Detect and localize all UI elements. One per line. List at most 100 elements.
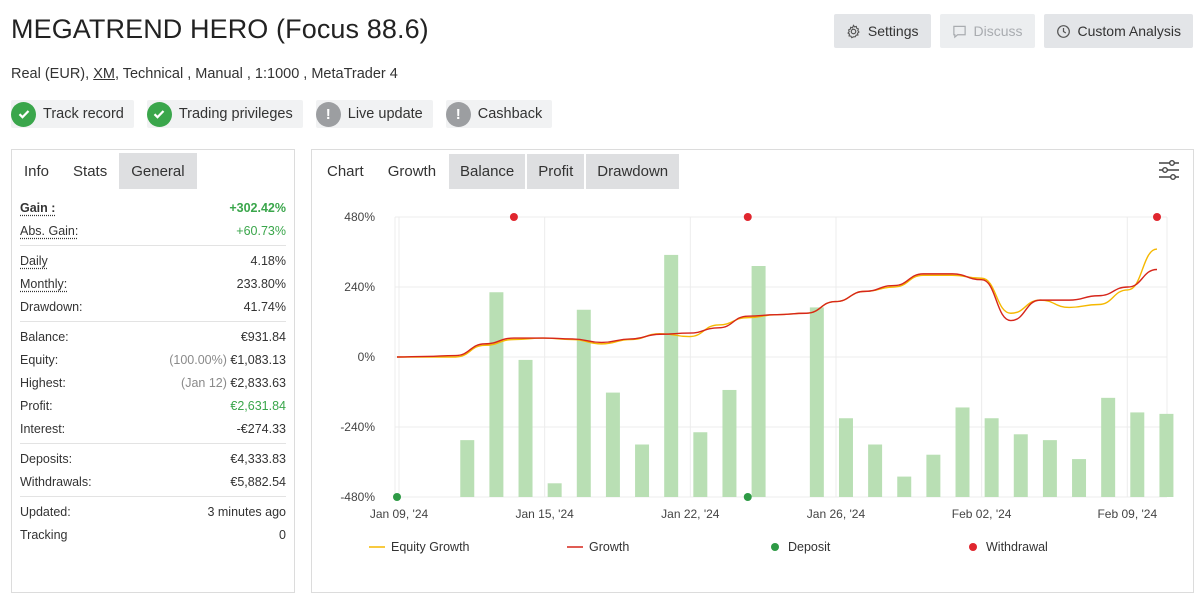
stat-label: Withdrawals: xyxy=(20,474,92,489)
divider xyxy=(20,321,286,322)
exclamation-icon: ! xyxy=(445,101,471,127)
stat-value: €2,631.84 xyxy=(230,398,286,413)
y-tick-label: 240% xyxy=(344,280,375,294)
stats-tabs: Info Stats General xyxy=(12,150,294,189)
chart-bar xyxy=(518,359,533,497)
chart-bar xyxy=(635,444,650,497)
chart-bar xyxy=(605,392,620,497)
x-tick-label: Jan 26, '24 xyxy=(807,507,866,521)
deposit-marker xyxy=(393,493,401,501)
stat-tracking: Tracking 0 xyxy=(20,523,286,546)
chart-bar xyxy=(984,418,999,497)
chart-bar xyxy=(838,418,853,497)
account-info: Real (EUR), XM, Technical , Manual , 1:1… xyxy=(11,66,398,82)
chart-bar xyxy=(751,266,766,497)
stat-value: 233.80% xyxy=(236,276,286,291)
stat-label: Tracking xyxy=(20,527,68,542)
badge-track-record[interactable]: Track record xyxy=(11,100,134,128)
highest-amount: €2,833.63 xyxy=(230,375,286,390)
stat-label: Interest: xyxy=(20,421,66,436)
broker-link[interactable]: XM xyxy=(93,66,115,82)
stat-daily: Daily 4.18% xyxy=(20,249,286,272)
stat-balance: Balance: €931.84 xyxy=(20,325,286,348)
stat-interest: Interest: -€274.33 xyxy=(20,417,286,440)
badge-label: Cashback xyxy=(477,106,543,122)
header-buttons: Settings Discuss Custom Analysis xyxy=(833,14,1193,48)
stat-value: (Jan 12) €2,833.63 xyxy=(181,376,286,390)
x-tick-label: Feb 09, '24 xyxy=(1097,507,1157,521)
verification-badges: Track record Trading privileges ! Live u… xyxy=(11,100,553,128)
chart-panel: Chart Growth Balance Profit Drawdown 480… xyxy=(311,149,1194,593)
y-tick-label: 480% xyxy=(344,210,375,224)
divider xyxy=(20,443,286,444)
custom-analysis-button[interactable]: Custom Analysis xyxy=(1043,14,1193,48)
chart-bar xyxy=(1042,440,1057,497)
stat-value: 4.18% xyxy=(250,253,286,268)
badge-cashback[interactable]: ! Cashback xyxy=(445,100,553,128)
stat-label: Updated: xyxy=(20,504,71,519)
legend-label: Withdrawal xyxy=(986,540,1048,554)
badge-label: Trading privileges xyxy=(178,106,293,122)
chart-bar xyxy=(722,389,737,497)
badge-live-update[interactable]: ! Live update xyxy=(315,100,433,128)
stat-equity: Equity: (100.00%) €1,083.13 xyxy=(20,348,286,371)
settings-button[interactable]: Settings xyxy=(833,14,931,48)
stat-label[interactable]: Abs. Gain: xyxy=(20,223,79,238)
discuss-label: Discuss xyxy=(973,23,1023,39)
tab-stats[interactable]: Stats xyxy=(61,153,120,189)
settings-label: Settings xyxy=(867,23,919,39)
withdrawal-marker xyxy=(743,213,752,221)
chart-bar xyxy=(693,432,708,497)
y-tick-label: -480% xyxy=(340,490,375,504)
equity-amount: €1,083.13 xyxy=(230,352,286,367)
check-icon xyxy=(11,101,36,127)
stat-value: (100.00%) €1,083.13 xyxy=(169,353,286,367)
stat-drawdown: Drawdown: 41.74% xyxy=(20,295,286,318)
stat-value: +60.73% xyxy=(236,223,286,238)
stat-highest: Highest: (Jan 12) €2,833.63 xyxy=(20,371,286,394)
chart-bar xyxy=(809,307,824,497)
y-tick-label: 0% xyxy=(358,350,376,364)
tab-profit[interactable]: Profit xyxy=(527,154,585,189)
discuss-button[interactable]: Discuss xyxy=(939,14,1035,48)
divider xyxy=(20,245,286,246)
tab-growth[interactable]: Growth xyxy=(387,163,437,180)
tab-info[interactable]: Info xyxy=(24,162,50,180)
divider xyxy=(20,496,286,497)
exclamation-icon: ! xyxy=(315,101,341,127)
chart-bar xyxy=(576,309,591,497)
chart-bar xyxy=(955,407,970,497)
stat-label[interactable]: Gain : xyxy=(20,200,56,215)
tab-balance[interactable]: Balance xyxy=(449,154,526,189)
chart-bar xyxy=(868,444,883,497)
x-tick-label: Feb 02, '24 xyxy=(952,507,1012,521)
badge-trading-privileges[interactable]: Trading privileges xyxy=(146,100,303,128)
tab-general[interactable]: General xyxy=(119,153,197,189)
legend-swatch xyxy=(969,543,977,551)
growth-chart[interactable]: 480% 240% 0% -240% -480% Jan 09, '24 Jan 15, '… xyxy=(312,188,1193,592)
clock-icon xyxy=(1056,24,1070,38)
legend-swatch xyxy=(771,543,779,551)
equity-percent: (100.00%) xyxy=(169,352,227,367)
filter-settings-icon[interactable] xyxy=(1157,158,1181,182)
tab-drawdown[interactable]: Drawdown xyxy=(586,154,680,189)
highest-date: (Jan 12) xyxy=(181,375,227,390)
growth-line xyxy=(396,268,1158,358)
stat-abs-gain: Abs. Gain: +60.73% xyxy=(20,219,286,242)
chart-bar xyxy=(1013,434,1028,497)
stat-value: 41.74% xyxy=(243,299,286,314)
stat-label: Profit: xyxy=(20,398,53,413)
chart-bar xyxy=(897,476,912,497)
chart-tabs: Chart Growth Balance Profit Drawdown xyxy=(312,150,1193,189)
page-title: MEGATREND HERO (Focus 88.6) xyxy=(11,14,429,44)
chart-bar xyxy=(489,292,504,497)
stat-withdrawals: Withdrawals: €5,882.54 xyxy=(20,470,286,493)
stat-label[interactable]: Monthly: xyxy=(20,276,68,291)
tab-chart[interactable]: Chart xyxy=(327,163,364,180)
chart-bar xyxy=(1130,412,1145,497)
stat-label[interactable]: Daily xyxy=(20,253,48,268)
legend-label: Equity Growth xyxy=(391,540,470,554)
legend-label: Growth xyxy=(589,540,629,554)
badge-label: Live update xyxy=(347,106,423,122)
stat-value: 0 xyxy=(279,527,286,542)
